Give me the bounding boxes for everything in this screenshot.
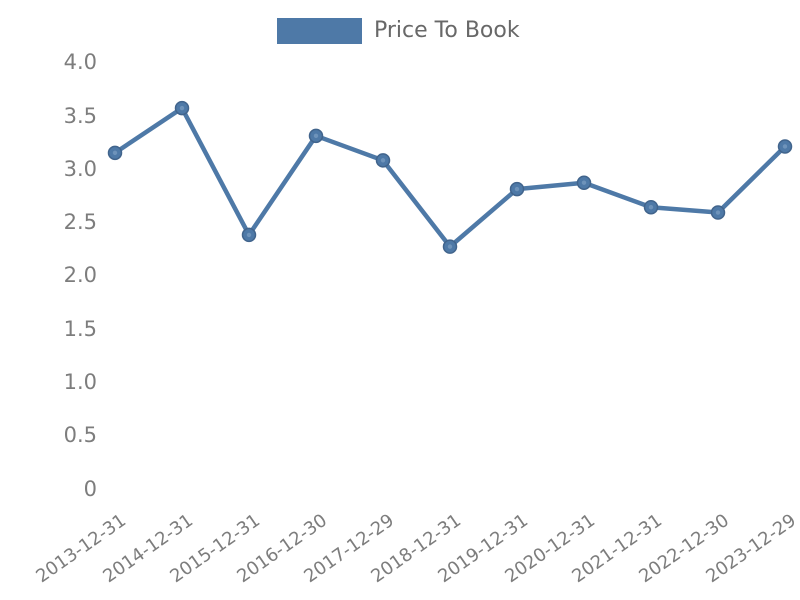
data-point-marker-highlight (514, 186, 520, 192)
data-point-marker-highlight (648, 205, 654, 210)
legend-swatch (277, 18, 362, 44)
data-point-marker-highlight (447, 244, 453, 249)
legend-label: Price To Book (374, 18, 520, 43)
data-point-marker-highlight (179, 105, 185, 111)
data-point-marker-highlight (782, 144, 788, 149)
data-point-marker-highlight (715, 210, 721, 215)
data-point-marker-highlight (581, 180, 587, 185)
data-point-marker-highlight (112, 150, 118, 156)
price-to-book-line (112, 105, 788, 249)
data-point-marker-highlight (246, 232, 252, 238)
data-point-marker-highlight (380, 158, 386, 163)
legend-item-price-to-book[interactable]: Price To Book (277, 18, 520, 44)
data-point-marker-highlight (313, 133, 319, 139)
